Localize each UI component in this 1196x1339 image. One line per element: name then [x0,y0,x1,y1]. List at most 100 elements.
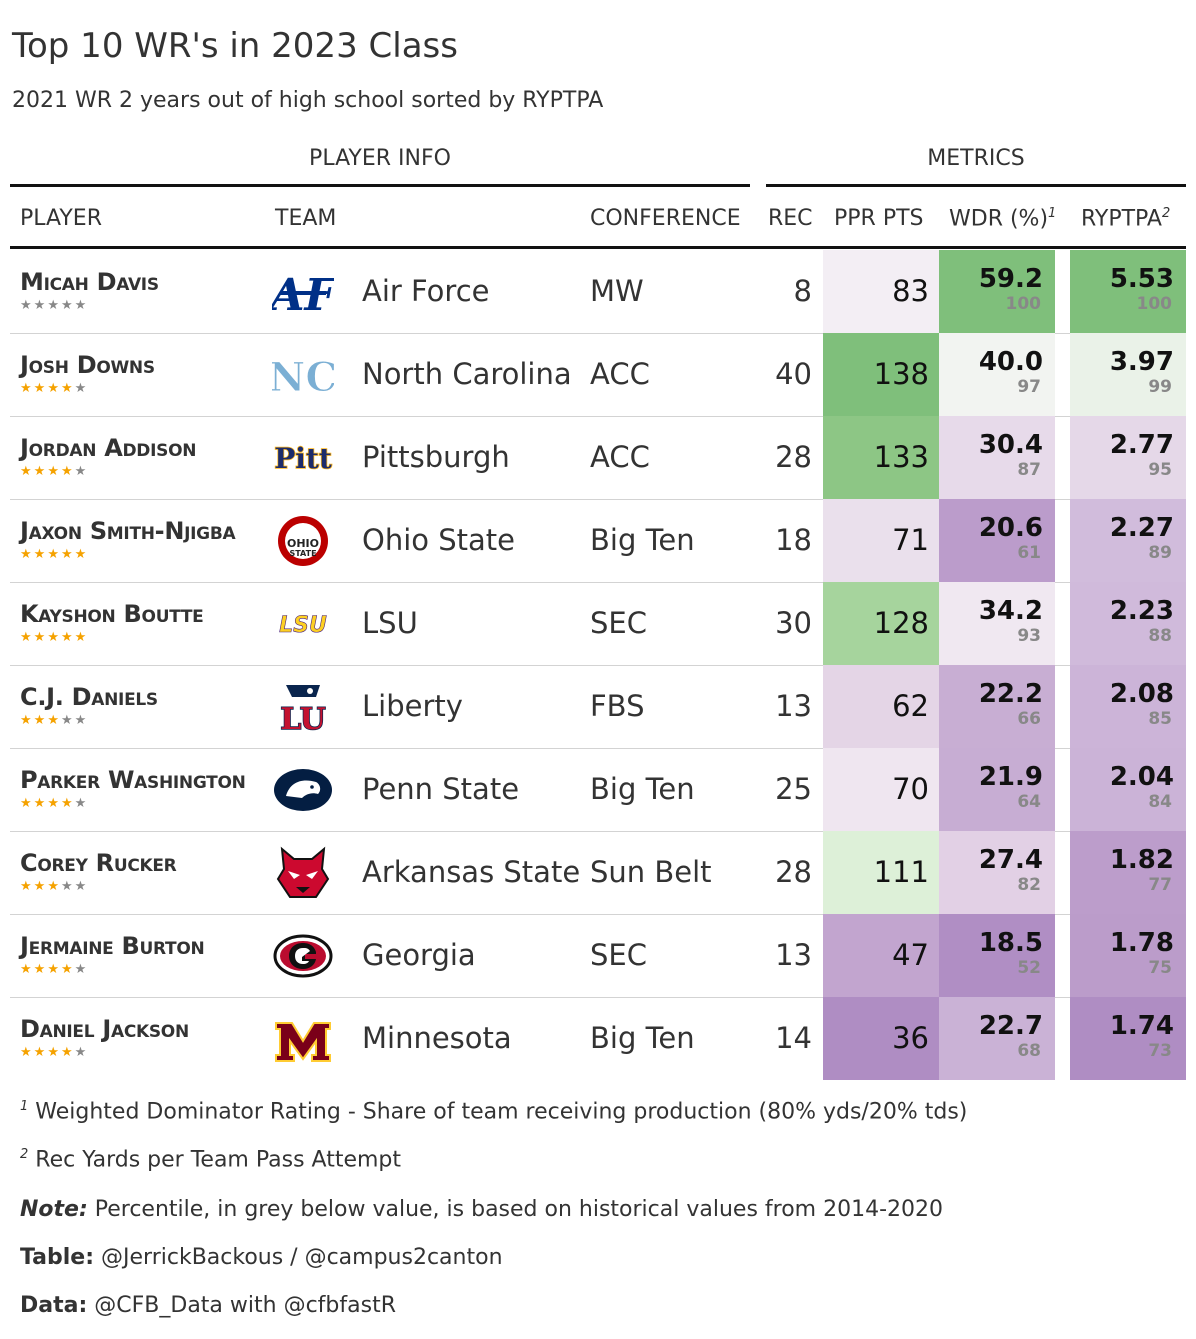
header-rule [10,246,1186,249]
wdr-value: 40.0 [978,347,1043,377]
player-stars: ★★★★★ [20,796,88,811]
footnote-2-text: Rec Yards per Team Pass Attempt [35,1147,401,1173]
table-row: Jaxon Smith-Njigba ★★★★★ OHIO STATE Ohio Sta… [10,499,1186,583]
star-filled-icon: ★ [20,713,34,728]
star-filled-icon: ★ [33,464,48,479]
star-filled-icon: ★ [60,464,75,479]
ryptpa-percentile: 100 [1136,294,1173,314]
star-empty-icon: ★ [74,381,89,396]
team-name: Air Force [362,274,490,308]
player-name: Corey Rucker [20,849,177,877]
team-name: Penn State [362,772,520,806]
svg-text:STATE: STATE [289,549,316,558]
table-row: C.J. Daniels ★★★★★ LU Liberty FBS 13 62 22.2 66 2… [10,665,1186,749]
ryptpa-cell: 3.97 99 [1070,333,1186,416]
conference: SEC [590,938,647,972]
source-note-label: Note: [20,1197,88,1222]
star-filled-icon: ★ [33,962,48,977]
player-stars: ★★★★★ [20,962,88,977]
table-row: Kayshon Boutte ★★★★★ LSU LSU SEC 30 128 34.2 93 2… [10,582,1186,666]
table-row: Jordan Addison ★★★★★ Pitt Pittsburgh ACC 28 13… [10,416,1186,500]
star-filled-icon: ★ [60,630,75,645]
rec-value: 13 [775,938,812,972]
player-name: Jordan Addison [20,434,197,462]
wdr-value: 18.5 [978,928,1043,958]
ppr-value: 62 [892,689,929,723]
georgia-logo [272,928,334,984]
ppr-value: 70 [892,772,929,806]
liberty-logo: LU [272,679,334,735]
wdr-value: 30.4 [978,430,1043,460]
player-stars: ★★★★★ [20,298,88,313]
star-empty-icon: ★ [20,298,34,313]
ryptpa-cell: 2.77 95 [1070,416,1186,499]
star-filled-icon: ★ [47,962,61,977]
ppr-cell: 111 [823,831,939,914]
player-stars: ★★★★★ [20,464,88,479]
wdr-value: 34.2 [978,596,1043,626]
star-filled-icon: ★ [33,547,48,562]
ryptpa-value: 2.77 [1109,430,1174,460]
column-header-conference: CONFERENCE [590,206,741,231]
star-empty-icon: ★ [33,298,48,313]
player-stars: ★★★★★ [20,381,88,396]
source-note-text: Percentile, in grey below value, is base… [87,1197,944,1222]
wdr-value: 22.2 [978,679,1043,709]
star-empty-icon: ★ [47,298,61,313]
wdr-cell: 18.5 52 [939,914,1055,997]
star-empty-icon: ★ [74,713,89,728]
column-header-wdr: WDR (%)1 [949,206,1056,231]
ryptpa-cell: 5.53 100 [1070,250,1186,333]
team-name: North Carolina [362,357,572,391]
ryptpa-value: 1.78 [1109,928,1174,958]
ryptpa-percentile: 85 [1148,709,1172,729]
player-stars: ★★★★★ [20,879,88,894]
ryptpa-percentile: 75 [1148,958,1172,978]
star-filled-icon: ★ [20,547,34,562]
star-filled-icon: ★ [47,796,61,811]
ryptpa-percentile: 84 [1148,792,1172,812]
rec-value: 13 [775,689,812,723]
wdr-cell: 30.4 87 [939,416,1055,499]
conference: FBS [590,689,645,723]
ryptpa-value: 2.04 [1109,762,1174,792]
player-name: Micah Davis [20,268,159,296]
rec-value: 25 [775,772,812,806]
source-table-text: @JerrickBackous / @campus2canton [94,1245,503,1270]
chart-title: Top 10 WR's in 2023 Class [12,26,458,66]
star-empty-icon: ★ [74,962,89,977]
svg-text:Pitt: Pitt [274,442,332,475]
wdr-percentile: 97 [1017,377,1041,397]
player-name: Jermaine Burton [20,932,205,960]
column-header-ryptpa: RYPTPA2 [1081,206,1170,231]
ppr-cell: 71 [823,499,939,582]
ryptpa-cell: 1.78 75 [1070,914,1186,997]
ryptpa-cell: 1.74 73 [1070,997,1186,1080]
spanner-player-info: PLAYER INFO [309,146,451,171]
lsu-logo: LSU [272,596,334,652]
team-name: Pittsburgh [362,440,510,474]
wdr-cell: 27.4 82 [939,831,1055,914]
wdr-percentile: 61 [1017,543,1041,563]
ohio-state-logo: OHIO STATE [272,513,334,569]
wdr-cell: 21.9 64 [939,748,1055,831]
spanner-metrics: METRICS [927,146,1025,171]
column-header-wdr-label: WDR (%) [949,206,1049,232]
star-filled-icon: ★ [33,630,48,645]
svg-text:LSU: LSU [279,613,327,638]
wdr-cell: 34.2 93 [939,582,1055,665]
chart-subtitle: 2021 WR 2 years out of high school sorte… [12,88,604,113]
footnote-1-marker: 1 [20,1099,29,1114]
ryptpa-cell: 2.04 84 [1070,748,1186,831]
conference: MW [590,274,644,308]
star-filled-icon: ★ [33,796,48,811]
spanner-line-metrics [766,184,1186,187]
pitt-logo: Pitt [272,430,334,486]
wdr-percentile: 100 [1005,294,1042,314]
column-header-ppr: PPR PTS [834,206,924,231]
source-table-label: Table: [20,1245,95,1270]
svg-text:LU: LU [280,702,326,735]
star-filled-icon: ★ [74,630,89,645]
ryptpa-value: 3.97 [1109,347,1174,377]
star-filled-icon: ★ [33,1045,48,1060]
